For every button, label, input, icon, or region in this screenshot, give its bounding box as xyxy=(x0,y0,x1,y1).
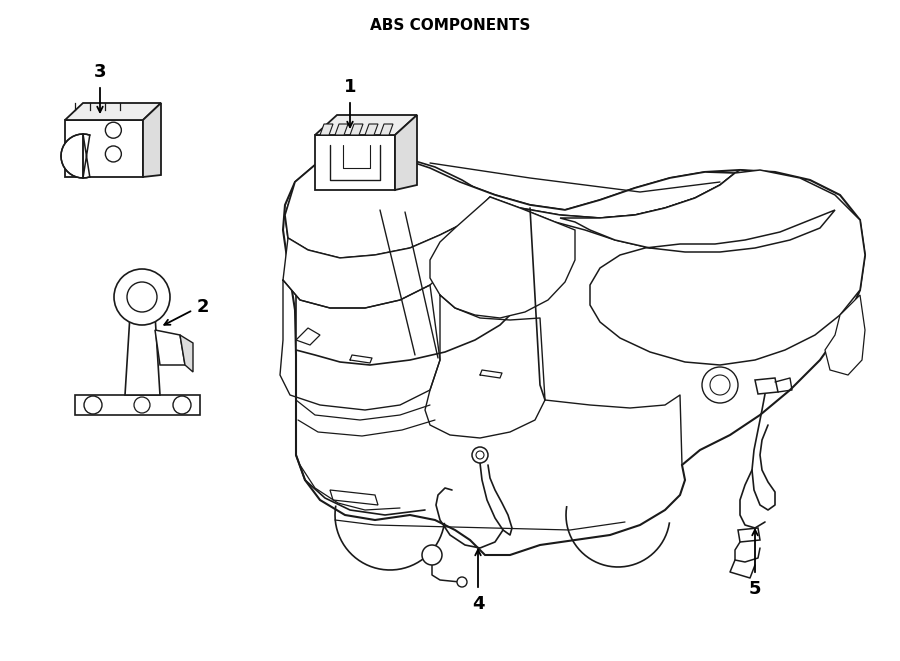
Polygon shape xyxy=(430,197,575,318)
Circle shape xyxy=(127,282,157,312)
Text: 4: 4 xyxy=(472,595,484,613)
Polygon shape xyxy=(61,134,90,178)
Polygon shape xyxy=(65,120,143,177)
Polygon shape xyxy=(143,103,161,177)
Polygon shape xyxy=(560,170,865,365)
Polygon shape xyxy=(315,115,417,135)
Polygon shape xyxy=(350,124,363,135)
Circle shape xyxy=(476,451,484,459)
Polygon shape xyxy=(155,330,185,365)
Polygon shape xyxy=(330,490,378,505)
Polygon shape xyxy=(283,197,490,308)
Polygon shape xyxy=(365,124,378,135)
Circle shape xyxy=(105,146,122,162)
Circle shape xyxy=(84,396,102,414)
Polygon shape xyxy=(755,378,778,394)
Polygon shape xyxy=(75,395,200,415)
Circle shape xyxy=(457,577,467,587)
Polygon shape xyxy=(65,103,161,120)
Circle shape xyxy=(710,375,730,395)
Polygon shape xyxy=(285,152,735,258)
Text: 3: 3 xyxy=(94,63,106,81)
Polygon shape xyxy=(296,328,320,345)
Polygon shape xyxy=(395,115,417,190)
Polygon shape xyxy=(320,124,333,135)
Circle shape xyxy=(702,367,738,403)
Circle shape xyxy=(114,269,170,325)
Polygon shape xyxy=(125,315,160,395)
Text: 1: 1 xyxy=(344,78,356,96)
Polygon shape xyxy=(738,528,760,542)
Polygon shape xyxy=(180,335,193,372)
Polygon shape xyxy=(285,155,490,258)
Circle shape xyxy=(472,447,488,463)
Polygon shape xyxy=(315,135,395,190)
Polygon shape xyxy=(520,170,840,252)
Polygon shape xyxy=(283,152,865,555)
Polygon shape xyxy=(825,295,865,375)
Text: 5: 5 xyxy=(749,580,761,598)
Polygon shape xyxy=(296,205,522,365)
Circle shape xyxy=(134,397,150,413)
Circle shape xyxy=(422,545,442,565)
Circle shape xyxy=(105,122,122,138)
Polygon shape xyxy=(335,124,348,135)
Text: ABS COMPONENTS: ABS COMPONENTS xyxy=(370,18,530,33)
Polygon shape xyxy=(380,124,393,135)
Text: 2: 2 xyxy=(197,298,210,316)
Circle shape xyxy=(173,396,191,414)
